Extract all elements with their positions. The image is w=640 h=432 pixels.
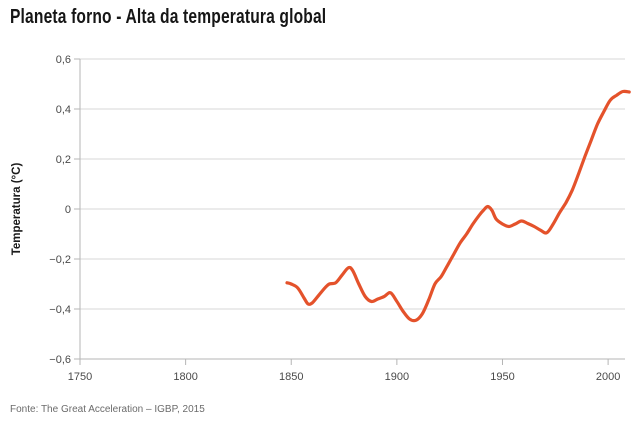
x-tick-label: 1950 (490, 371, 514, 383)
y-axis-title: Temperatura (°C) (11, 163, 23, 256)
y-tick-label: 0,6 (56, 54, 71, 66)
x-tick-label: 1900 (385, 371, 409, 383)
y-tick-label: −0,4 (49, 304, 71, 316)
y-tick-label: −0,6 (49, 354, 71, 366)
y-tick-label: 0,4 (56, 104, 71, 116)
y-tick-label: 0,2 (56, 154, 71, 166)
temperature-line (285, 89, 631, 323)
x-tick-label: 1850 (279, 371, 303, 383)
chart-title: Planeta forno - Alta da temperatura glob… (10, 6, 327, 28)
x-tick-label: 1750 (68, 371, 92, 383)
x-tick-label: 2000 (596, 371, 620, 383)
x-tick-label: 1800 (173, 371, 197, 383)
y-tick-label: 0 (65, 204, 71, 216)
source-note: Fonte: The Great Acceleration – IGBP, 20… (10, 404, 205, 415)
y-tick-label: −0,2 (49, 254, 71, 266)
